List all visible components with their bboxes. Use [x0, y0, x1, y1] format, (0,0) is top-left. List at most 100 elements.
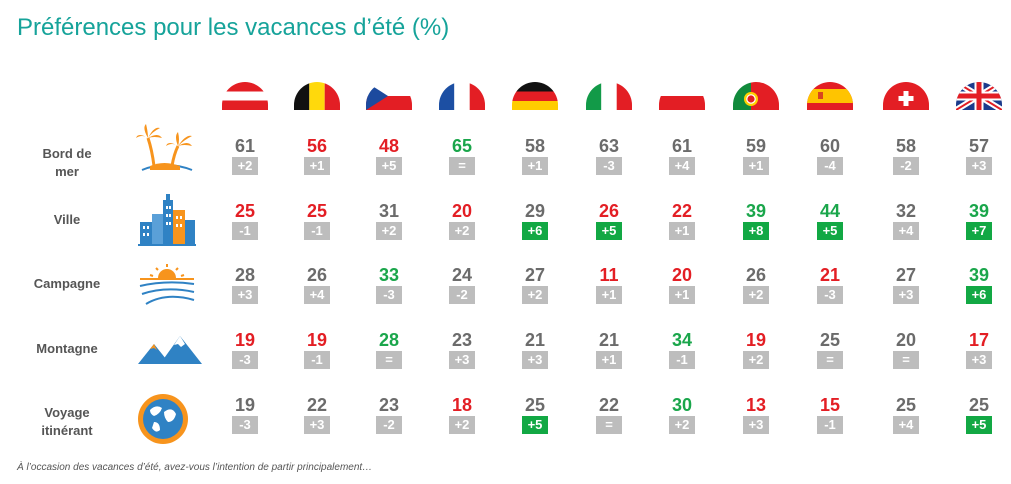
- table-cell: 18 +2: [439, 394, 485, 434]
- mountain-icon: [136, 332, 204, 371]
- value-label: 63: [598, 136, 620, 156]
- change-badge: +6: [966, 286, 992, 304]
- table-cell: 63 -3: [586, 135, 632, 175]
- table-cell: 21 -3: [807, 264, 853, 304]
- table-cell: 25 -1: [222, 200, 268, 240]
- change-badge: +2: [743, 286, 769, 304]
- value-label: 33: [378, 265, 400, 285]
- table-cell: 25 -1: [294, 200, 340, 240]
- table-cell: 27 +2: [512, 264, 558, 304]
- value-label: 48: [378, 136, 400, 156]
- table-cell: 28 +3: [222, 264, 268, 304]
- change-badge: +3: [449, 351, 475, 369]
- change-badge: +5: [596, 222, 622, 240]
- change-badge: +5: [522, 416, 548, 434]
- table-cell: 26 +5: [586, 200, 632, 240]
- austria-flag-icon: [222, 82, 268, 110]
- change-badge: +1: [522, 157, 548, 175]
- change-badge: -2: [893, 157, 919, 175]
- change-badge: -1: [304, 222, 330, 240]
- value-label: 11: [599, 265, 619, 285]
- value-label: 19: [306, 330, 328, 350]
- table-cell: 19 +2: [733, 329, 779, 369]
- value-label: 58: [895, 136, 917, 156]
- table-cell: 25 +4: [883, 394, 929, 434]
- change-badge: -3: [596, 157, 622, 175]
- table-cell: 20 =: [883, 329, 929, 369]
- france-flag-icon: [439, 82, 485, 110]
- value-label: 21: [598, 330, 620, 350]
- value-label: 24: [451, 265, 473, 285]
- change-badge: +8: [743, 222, 769, 240]
- table-cell: 56 +1: [294, 135, 340, 175]
- value-label: 34: [671, 330, 693, 350]
- table-cell: 22 +1: [659, 200, 705, 240]
- change-badge: +5: [817, 222, 843, 240]
- belgium-flag-icon: [294, 82, 340, 110]
- change-badge: +2: [522, 286, 548, 304]
- switzerland-flag-icon: [883, 82, 929, 110]
- change-badge: +2: [669, 416, 695, 434]
- change-badge: -3: [376, 286, 402, 304]
- value-label: 13: [745, 395, 767, 415]
- value-label: 25: [819, 330, 841, 350]
- value-label: 25: [234, 201, 256, 221]
- change-badge: =: [449, 157, 475, 175]
- value-label: 19: [234, 330, 256, 350]
- table-cell: 61 +4: [659, 135, 705, 175]
- change-badge: -4: [817, 157, 843, 175]
- value-label: 21: [819, 265, 841, 285]
- beach-palm-icon: [136, 122, 198, 183]
- change-badge: +4: [669, 157, 695, 175]
- value-label: 58: [524, 136, 546, 156]
- change-badge: +3: [743, 416, 769, 434]
- table-cell: 44 +5: [807, 200, 853, 240]
- value-label: 18: [451, 395, 473, 415]
- value-label: 57: [968, 136, 990, 156]
- table-cell: 13 +3: [733, 394, 779, 434]
- value-label: 25: [968, 395, 990, 415]
- value-label: 25: [895, 395, 917, 415]
- change-badge: +6: [522, 222, 548, 240]
- table-cell: 25 +5: [956, 394, 1002, 434]
- change-badge: +1: [743, 157, 769, 175]
- change-badge: +2: [449, 416, 475, 434]
- change-badge: +4: [304, 286, 330, 304]
- page-title: Préférences pour les vacances d’été (%): [17, 14, 450, 41]
- value-label: 59: [745, 136, 767, 156]
- table-cell: 19 -1: [294, 329, 340, 369]
- change-badge: -1: [669, 351, 695, 369]
- table-cell: 27 +3: [883, 264, 929, 304]
- value-label: 26: [745, 265, 767, 285]
- value-label: 19: [234, 395, 256, 415]
- change-badge: -1: [304, 351, 330, 369]
- table-cell: 57 +3: [956, 135, 1002, 175]
- value-label: 60: [819, 136, 841, 156]
- change-badge: =: [817, 351, 843, 369]
- table-cell: 21 +1: [586, 329, 632, 369]
- change-badge: =: [893, 351, 919, 369]
- table-cell: 39 +8: [733, 200, 779, 240]
- change-badge: +1: [669, 222, 695, 240]
- value-label: 26: [598, 201, 620, 221]
- change-badge: +2: [376, 222, 402, 240]
- germany-flag-icon: [512, 82, 558, 110]
- value-label: 20: [451, 201, 473, 221]
- poland-flag-icon: [659, 82, 705, 110]
- value-label: 61: [671, 136, 693, 156]
- table-cell: 24 -2: [439, 264, 485, 304]
- value-label: 25: [524, 395, 546, 415]
- table-cell: 23 +3: [439, 329, 485, 369]
- change-badge: -3: [232, 416, 258, 434]
- countryside-sunrise-icon: [136, 262, 198, 311]
- footnote: À l’occasion des vacances d’été, avez-vo…: [17, 462, 373, 473]
- value-label: 31: [378, 201, 400, 221]
- value-label: 39: [968, 201, 990, 221]
- row-label: Campagne: [33, 276, 101, 291]
- change-badge: =: [596, 416, 622, 434]
- value-label: 21: [524, 330, 546, 350]
- change-badge: +2: [743, 351, 769, 369]
- city-buildings-icon: [136, 192, 198, 253]
- table-cell: 19 -3: [222, 329, 268, 369]
- italy-flag-icon: [586, 82, 632, 110]
